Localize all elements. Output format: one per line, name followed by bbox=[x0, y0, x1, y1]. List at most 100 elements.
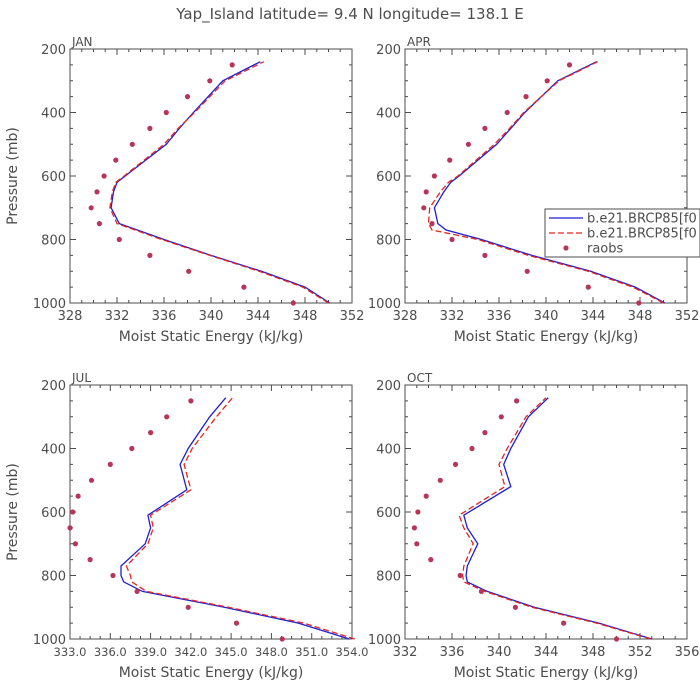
y-tick-label: 1000 bbox=[368, 297, 401, 312]
raobs-point bbox=[185, 604, 191, 610]
raobs-point bbox=[207, 78, 213, 84]
x-tick-label: 348 bbox=[581, 645, 606, 660]
x-tick-label: 340 bbox=[534, 309, 559, 324]
raobs-point bbox=[96, 221, 102, 227]
raobs-point bbox=[229, 62, 235, 68]
y-tick-label: 1000 bbox=[368, 633, 401, 648]
x-axis-label: Moist Static Energy (kJ/kg) bbox=[454, 665, 639, 681]
raobs-point bbox=[94, 189, 100, 195]
plot-frame bbox=[404, 48, 688, 304]
series-line-dashed bbox=[125, 397, 355, 640]
raobs-point bbox=[241, 284, 247, 290]
x-tick-label: 348.0 bbox=[255, 645, 288, 659]
raobs-point bbox=[88, 477, 95, 483]
raobs-point bbox=[134, 588, 140, 595]
y-tick-label: 600 bbox=[41, 170, 66, 185]
x-tick-label: 332 bbox=[393, 645, 418, 660]
x-tick-label: 356 bbox=[675, 645, 700, 660]
raobs-point bbox=[88, 205, 94, 211]
raobs-point bbox=[415, 509, 421, 515]
raobs-point bbox=[411, 525, 417, 531]
legend-label: b.e21.BRCP85[f0 bbox=[587, 212, 697, 227]
x-tick-label: 339.0 bbox=[134, 645, 167, 659]
raobs-point bbox=[414, 541, 420, 547]
raobs-point bbox=[636, 300, 642, 306]
x-tick-label: 352 bbox=[675, 309, 700, 324]
raobs-point bbox=[585, 284, 591, 290]
x-tick-label: 332 bbox=[440, 309, 465, 324]
x-tick-label: 351.0 bbox=[295, 645, 328, 659]
raobs-point bbox=[449, 236, 455, 243]
raobs-point bbox=[514, 398, 520, 404]
x-tick-label: 336 bbox=[152, 309, 177, 324]
raobs-point bbox=[184, 94, 191, 100]
y-tick-label: 800 bbox=[376, 234, 401, 249]
series-line-solid bbox=[463, 397, 652, 640]
figure-title: Yap_Island latitude= 9.4 N longitude= 13… bbox=[175, 5, 523, 24]
raobs-point bbox=[544, 78, 550, 84]
y-tick-label: 800 bbox=[41, 234, 66, 249]
y-axis-label: Pressure (mb) bbox=[5, 127, 21, 225]
raobs-point bbox=[113, 157, 119, 163]
y-tick-label: 400 bbox=[376, 107, 401, 122]
raobs-point bbox=[72, 541, 78, 547]
raobs-point bbox=[465, 141, 471, 147]
raobs-point bbox=[163, 109, 169, 116]
y-axis-label: Pressure (mb) bbox=[5, 463, 21, 561]
raobs-point bbox=[452, 461, 459, 467]
x-tick-label: 328 bbox=[393, 309, 418, 324]
raobs-point bbox=[437, 477, 443, 483]
panel-label: JUL bbox=[71, 371, 91, 385]
series-line-solid bbox=[110, 61, 331, 304]
raobs-point bbox=[147, 125, 153, 131]
raobs-point bbox=[70, 509, 76, 515]
raobs-point bbox=[279, 636, 285, 642]
x-tick-label: 342.0 bbox=[174, 645, 207, 659]
raobs-point bbox=[75, 493, 81, 499]
legend-label: raobs bbox=[587, 242, 624, 257]
raobs-point bbox=[429, 221, 435, 227]
legend-label: b.e21.BRCP85[f0 bbox=[587, 227, 697, 242]
y-tick-label: 800 bbox=[376, 570, 401, 585]
raobs-point bbox=[101, 173, 107, 179]
raobs-point bbox=[482, 430, 488, 436]
y-tick-label: 200 bbox=[376, 43, 401, 58]
y-tick-label: 800 bbox=[41, 570, 66, 585]
y-tick-label: 400 bbox=[376, 443, 401, 458]
series-line-solid bbox=[433, 61, 666, 304]
x-tick-label: 352 bbox=[340, 309, 365, 324]
x-tick-label: 332 bbox=[105, 309, 130, 324]
panel-label: APR bbox=[407, 35, 431, 49]
x-tick-label: 340 bbox=[487, 645, 512, 660]
raobs-point bbox=[129, 141, 135, 147]
raobs-point bbox=[504, 109, 510, 116]
raobs-point bbox=[523, 94, 529, 100]
raobs-point bbox=[116, 236, 122, 243]
raobs-point bbox=[186, 268, 192, 274]
raobs-point bbox=[498, 414, 504, 420]
x-tick-label: 345.0 bbox=[215, 645, 248, 659]
raobs-point bbox=[148, 430, 154, 436]
raobs-point bbox=[428, 557, 434, 563]
y-tick-label: 400 bbox=[41, 443, 66, 458]
y-tick-label: 200 bbox=[41, 43, 66, 58]
raobs-point bbox=[188, 398, 194, 404]
raobs-point bbox=[566, 62, 573, 68]
x-axis-label: Moist Static Energy (kJ/kg) bbox=[454, 329, 639, 345]
y-tick-label: 400 bbox=[41, 107, 66, 122]
raobs-point bbox=[524, 268, 530, 274]
y-tick-label: 600 bbox=[376, 506, 401, 521]
raobs-point bbox=[512, 604, 519, 610]
x-tick-label: 348 bbox=[628, 309, 653, 324]
y-tick-label: 1000 bbox=[33, 633, 66, 648]
raobs-point bbox=[482, 125, 488, 131]
raobs-point bbox=[469, 445, 475, 452]
y-tick-label: 1000 bbox=[33, 297, 66, 312]
x-tick-label: 354.0 bbox=[336, 645, 369, 659]
legend-marker bbox=[563, 245, 569, 251]
x-tick-label: 336.0 bbox=[94, 645, 127, 659]
raobs-point bbox=[423, 189, 429, 195]
